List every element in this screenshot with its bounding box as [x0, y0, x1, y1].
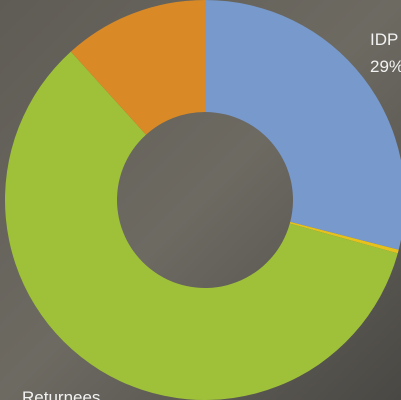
chart: IDP 29% Returnees [0, 0, 401, 400]
value-label: 29% [370, 57, 401, 76]
page: {"chart_data": {"type": "donut", "catego… [0, 0, 401, 400]
category-label: IDP [370, 30, 398, 49]
category-label: Returnees [22, 388, 100, 400]
